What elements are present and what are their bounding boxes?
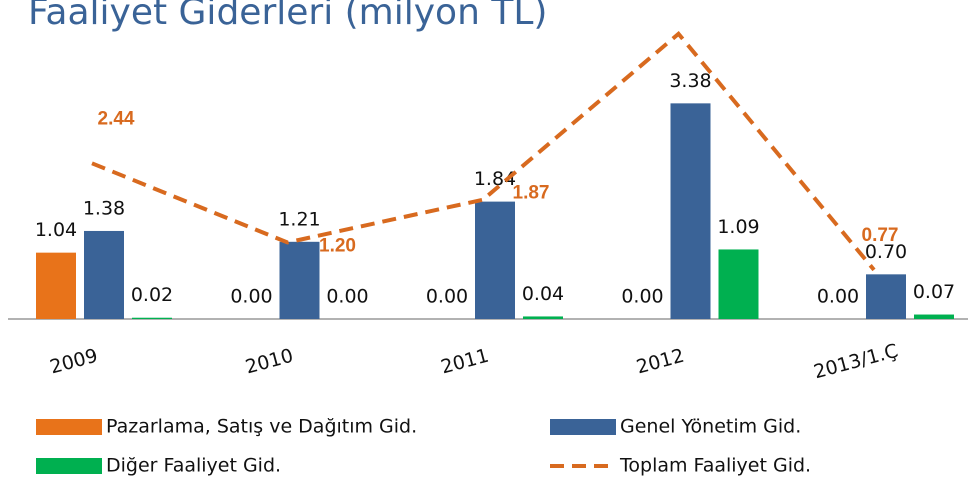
x-tick-label: 2011 <box>439 345 491 379</box>
total-label: 1.87 <box>513 183 550 204</box>
legend-label: Genel Yönetim Gid. <box>620 416 801 438</box>
bar <box>84 230 124 319</box>
legend-label: Diğer Faaliyet Gid. <box>106 455 281 477</box>
bar <box>36 252 76 319</box>
value-label: 0.70 <box>865 241 907 263</box>
bar <box>132 317 172 319</box>
value-label: 0.07 <box>913 281 955 303</box>
value-label: 1.21 <box>278 208 320 230</box>
x-tick-label: 2009 <box>48 345 100 379</box>
bar <box>866 274 906 319</box>
value-label: 0.00 <box>326 286 368 308</box>
bar <box>475 201 515 319</box>
bar <box>718 249 759 319</box>
total-label: 0.77 <box>862 225 899 246</box>
value-label: 0.00 <box>230 286 272 308</box>
value-label: 1.09 <box>717 216 759 238</box>
legend-label: Toplam Faaliyet Gid. <box>619 455 811 477</box>
value-label: 0.04 <box>522 283 564 305</box>
value-label: 0.00 <box>817 286 859 308</box>
value-label: 1.38 <box>83 197 125 219</box>
total-label: 1.20 <box>319 235 356 256</box>
value-label: 0.02 <box>131 284 173 306</box>
x-tick-label: 2012 <box>634 345 686 379</box>
total-label: 2.44 <box>98 108 135 129</box>
legend-swatch <box>550 419 616 435</box>
value-label: 0.00 <box>426 286 468 308</box>
value-label: 1.04 <box>35 219 77 241</box>
bar <box>670 103 711 319</box>
value-label: 3.38 <box>669 70 711 92</box>
x-tick-label: 2013/1.Ç <box>811 340 900 384</box>
legend-swatch <box>36 458 102 474</box>
bar <box>914 314 954 319</box>
bar <box>279 241 320 319</box>
value-label: 0.00 <box>621 286 663 308</box>
chart-title: Faaliyet Giderleri (milyon TL) <box>28 0 547 33</box>
total-line <box>91 30 876 272</box>
legend-label: Pazarlama, Satış ve Dağıtım Gid. <box>106 416 417 438</box>
x-tick-label: 2010 <box>243 345 295 379</box>
bar <box>523 316 563 319</box>
value-label: 1.84 <box>474 168 516 190</box>
legend-swatch <box>36 419 102 435</box>
